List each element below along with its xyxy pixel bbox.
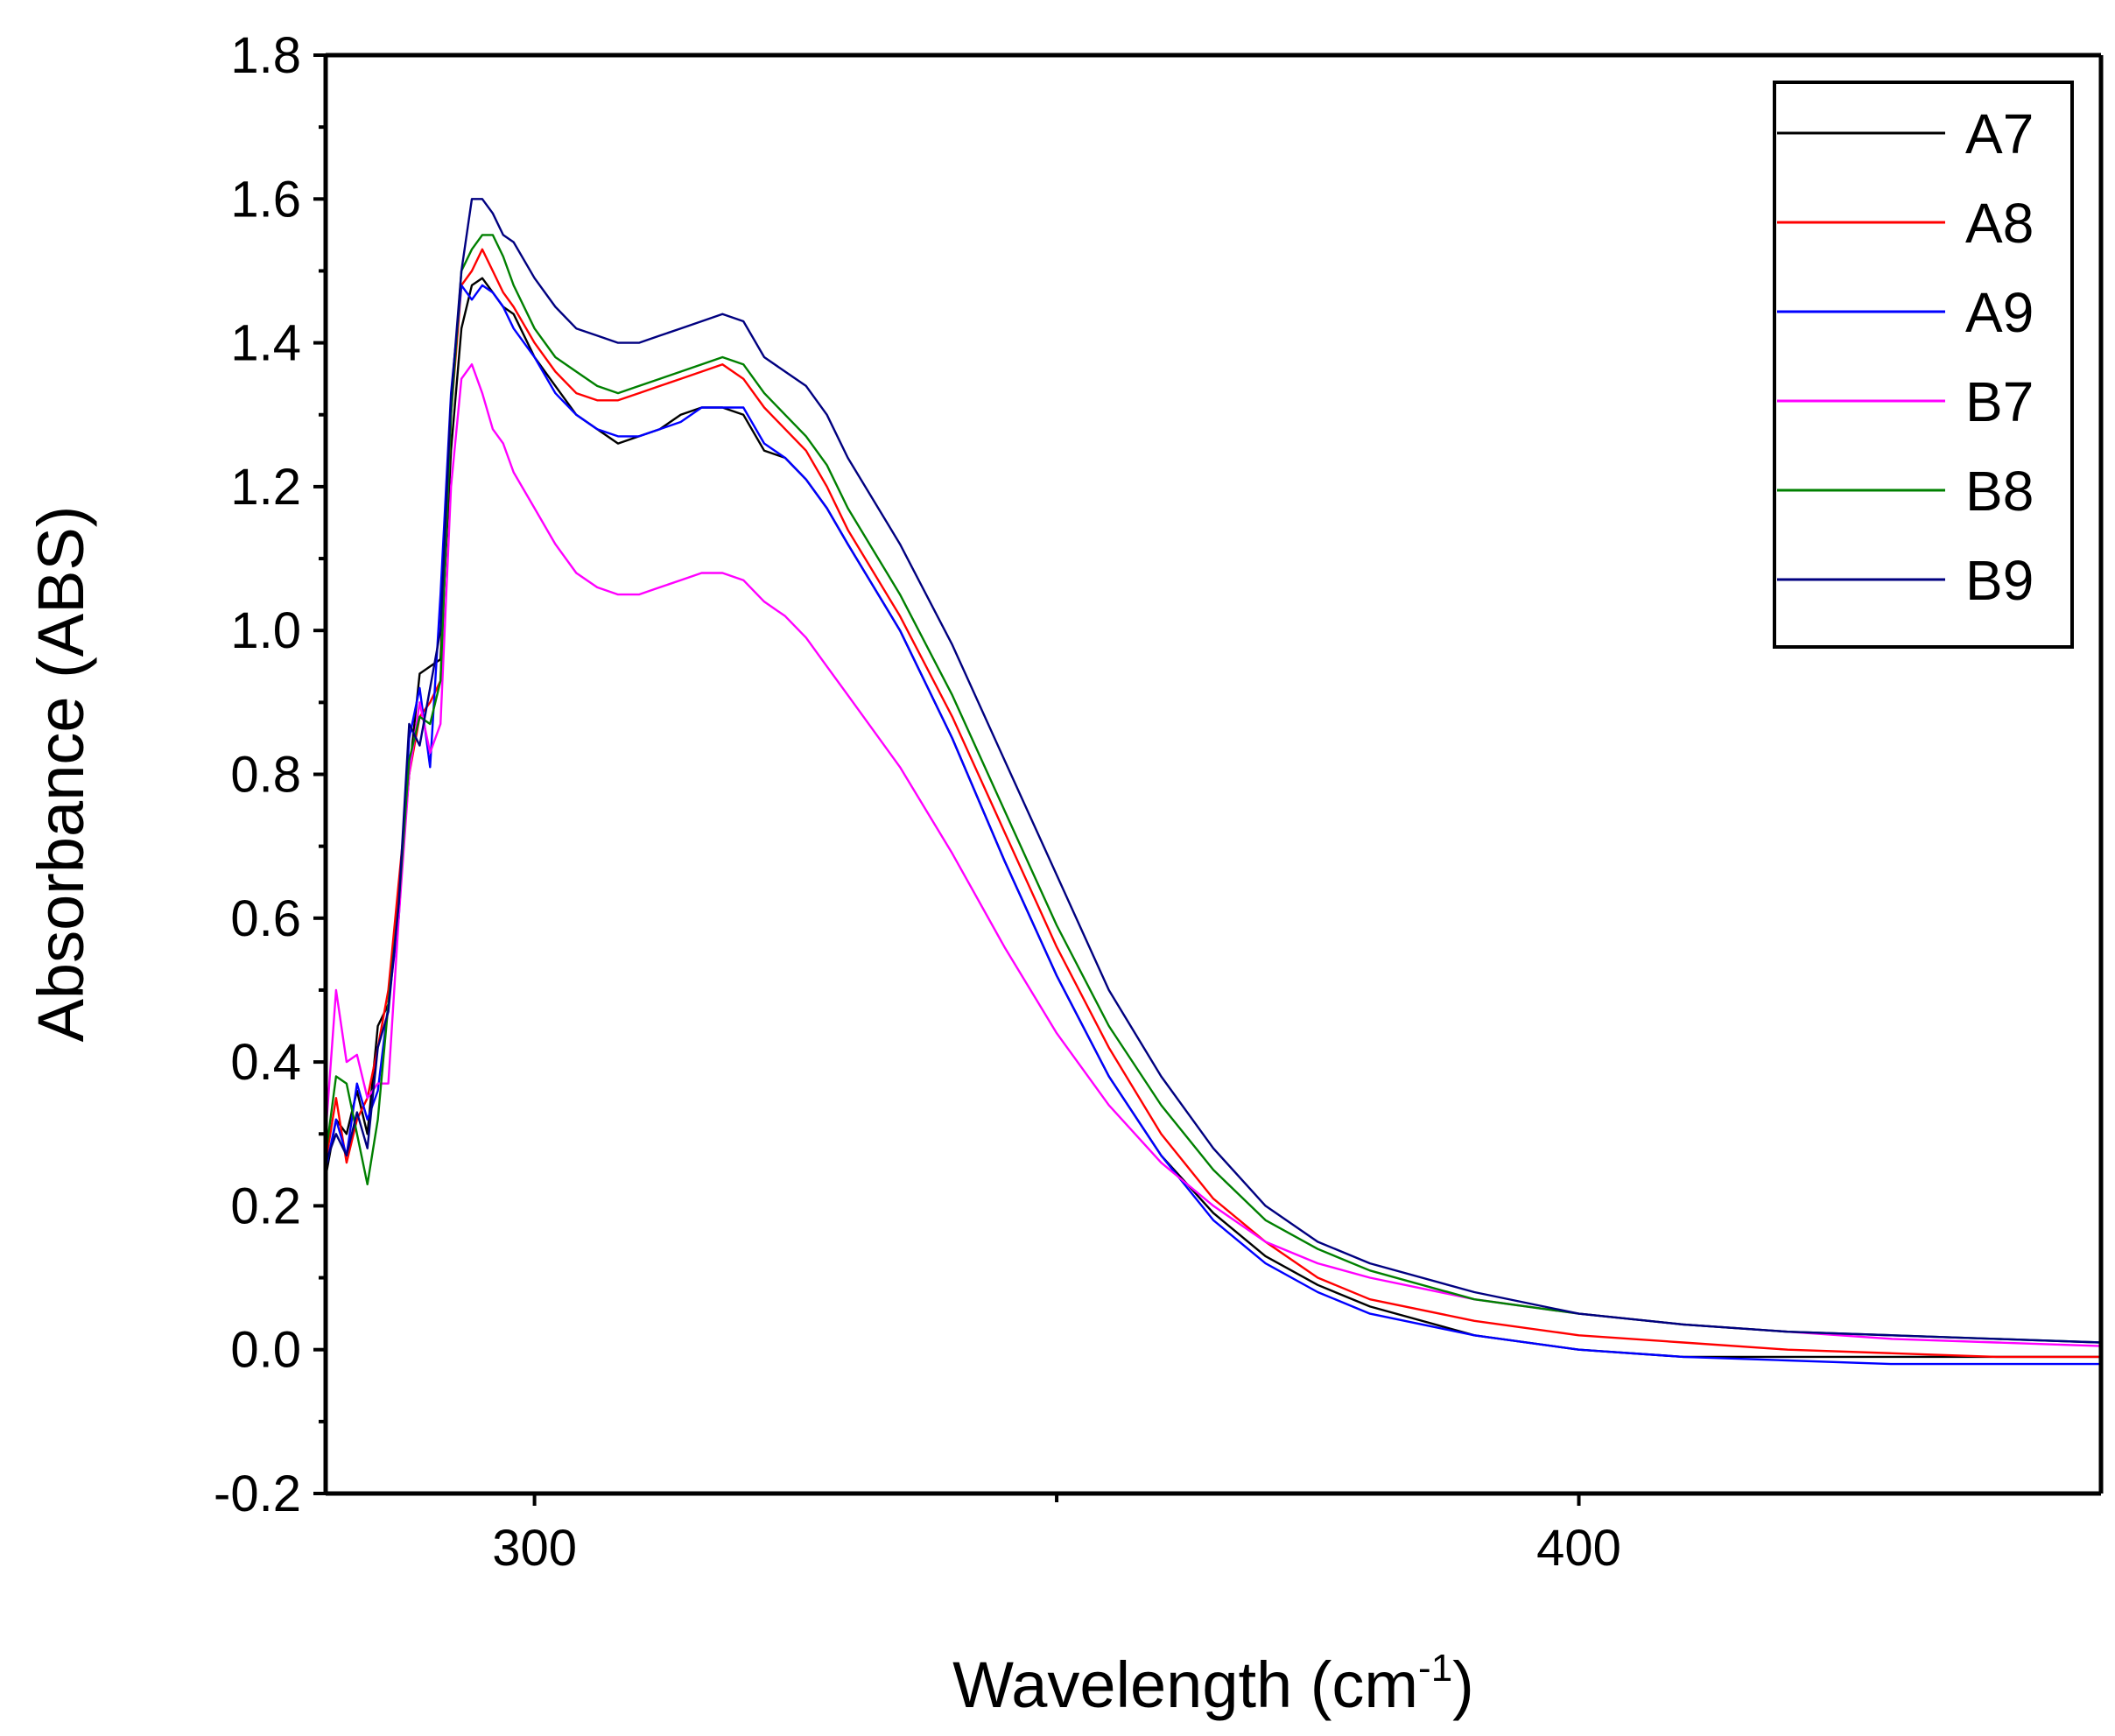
legend-items: A7 A8 A9 B7 B8 B9	[1777, 102, 2034, 612]
x-axis-title-main: Wavelength (cm	[952, 1648, 1418, 1721]
legend-label-a9: A9	[1965, 281, 2034, 344]
y-tick-label: 0.6	[230, 890, 301, 947]
series-layer	[326, 198, 2101, 1366]
legend-label-a7: A7	[1965, 102, 2034, 165]
x-axis-title-close: )	[1452, 1648, 1474, 1721]
y-tick-label: 0.0	[230, 1322, 301, 1379]
legend-box	[1773, 81, 2074, 649]
y-tick-label: 0.2	[230, 1177, 301, 1234]
legend-label-b8: B8	[1965, 460, 2034, 523]
y-tick-label: 0.4	[230, 1034, 301, 1091]
y-tick-label: 1.2	[230, 459, 301, 516]
ticks-layer: -0.2 0.0 0.2 0.4 0.6 0.8 1.0 1.2 1.4 1.6 1.8 300 400	[214, 27, 1621, 1577]
series-line-a7	[326, 277, 2101, 1359]
y-tick-label: 1.6	[230, 171, 301, 228]
legend: A7 A8 A9 B7 B8 B9	[1773, 81, 2074, 649]
y-tick-label: 0.8	[230, 747, 301, 804]
x-tick-label: 400	[1536, 1520, 1621, 1577]
y-tick-label: -0.2	[214, 1465, 301, 1522]
legend-label-b9: B9	[1965, 549, 2034, 612]
legend-label-b7: B7	[1965, 370, 2034, 433]
y-axis-title: Absorbance (ABS)	[25, 506, 97, 1043]
series-line-b8	[326, 234, 2101, 1344]
x-axis-title-superscript: -1	[1418, 1647, 1452, 1690]
series-line-b9	[326, 198, 2101, 1344]
y-tick-label: 1.8	[230, 27, 301, 84]
x-axis-title: Wavelength (cm-1)	[952, 1647, 1474, 1721]
x-tick-label: 300	[492, 1520, 577, 1577]
y-tick-label: 1.0	[230, 602, 301, 659]
y-tick-label: 1.4	[230, 315, 301, 372]
series-line-a9	[326, 284, 2101, 1366]
axes-frame	[323, 53, 2104, 1496]
legend-label-a8: A8	[1965, 192, 2034, 255]
